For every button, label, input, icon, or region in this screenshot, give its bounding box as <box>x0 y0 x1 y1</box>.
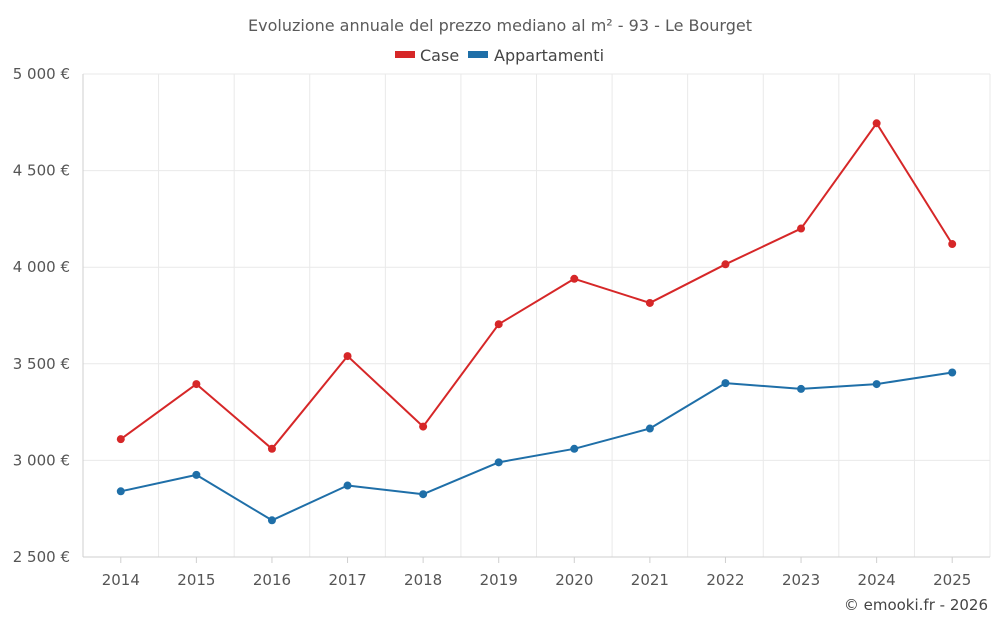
data-point-case[interactable] <box>872 119 881 128</box>
y-tick-label: 3 500 € <box>13 355 70 373</box>
data-point-appartamenti[interactable] <box>948 368 957 377</box>
series-line-appartamenti <box>120 371 953 522</box>
data-point-case[interactable] <box>116 435 125 444</box>
credit-text: © emooki.fr - 2026 <box>844 596 988 614</box>
data-point-case[interactable] <box>192 380 201 389</box>
legend-swatch <box>468 51 488 58</box>
data-point-appartamenti[interactable] <box>872 380 881 389</box>
legend-item-case[interactable]: Case <box>395 46 459 65</box>
data-point-appartamenti[interactable] <box>192 470 201 479</box>
x-tick-label: 2016 <box>253 571 291 589</box>
data-point-case[interactable] <box>721 260 730 269</box>
x-tick-label: 2021 <box>631 571 669 589</box>
data-point-case[interactable] <box>419 422 428 431</box>
data-point-appartamenti[interactable] <box>419 490 428 499</box>
data-point-case[interactable] <box>645 298 654 307</box>
x-tick-label: 2019 <box>480 571 518 589</box>
data-point-case[interactable] <box>343 352 352 361</box>
grid <box>82 73 991 557</box>
x-tick-label: 2015 <box>177 571 215 589</box>
x-tick-label: 2018 <box>404 571 442 589</box>
data-point-appartamenti[interactable] <box>494 458 503 467</box>
data-point-appartamenti[interactable] <box>797 384 806 393</box>
data-point-case[interactable] <box>948 240 957 249</box>
data-point-appartamenti[interactable] <box>116 487 125 496</box>
y-tick-label: 3 000 € <box>13 451 70 469</box>
x-tick-label: 2024 <box>858 571 896 589</box>
y-tick-label: 4 500 € <box>13 162 70 180</box>
data-point-case[interactable] <box>797 224 806 233</box>
x-tick-label: 2020 <box>555 571 593 589</box>
series-line-case <box>120 122 954 450</box>
legend-label: Case <box>420 46 459 65</box>
x-tick-label: 2022 <box>706 571 744 589</box>
series-group <box>116 119 957 525</box>
y-tick-label: 5 000 € <box>13 65 70 83</box>
data-point-case[interactable] <box>494 320 503 329</box>
y-tick-label: 2 500 € <box>13 548 70 566</box>
series-case <box>116 119 957 453</box>
data-point-case[interactable] <box>570 274 579 283</box>
chart-title: Evoluzione annuale del prezzo mediano al… <box>248 16 752 35</box>
legend-swatch <box>395 51 415 58</box>
data-point-appartamenti[interactable] <box>570 444 579 453</box>
x-tick-label: 2014 <box>102 571 140 589</box>
data-point-appartamenti[interactable] <box>645 424 654 433</box>
series-appartamenti <box>116 368 957 525</box>
legend[interactable]: Case Appartamenti <box>395 46 604 65</box>
y-tick-label: 4 000 € <box>13 258 70 276</box>
x-tick-label: 2025 <box>933 571 971 589</box>
data-point-appartamenti[interactable] <box>267 516 276 525</box>
x-tick-label: 2023 <box>782 571 820 589</box>
axes: 2 500 € 3 000 € 3 500 € 4 000 € 4 500 € 5 000… <box>13 65 990 589</box>
legend-label: Appartamenti <box>494 46 604 65</box>
data-point-case[interactable] <box>267 444 276 453</box>
x-tick-label: 2017 <box>328 571 366 589</box>
legend-item-appartamenti[interactable]: Appartamenti <box>468 46 604 65</box>
data-point-appartamenti[interactable] <box>343 481 352 490</box>
data-point-appartamenti[interactable] <box>721 379 730 388</box>
